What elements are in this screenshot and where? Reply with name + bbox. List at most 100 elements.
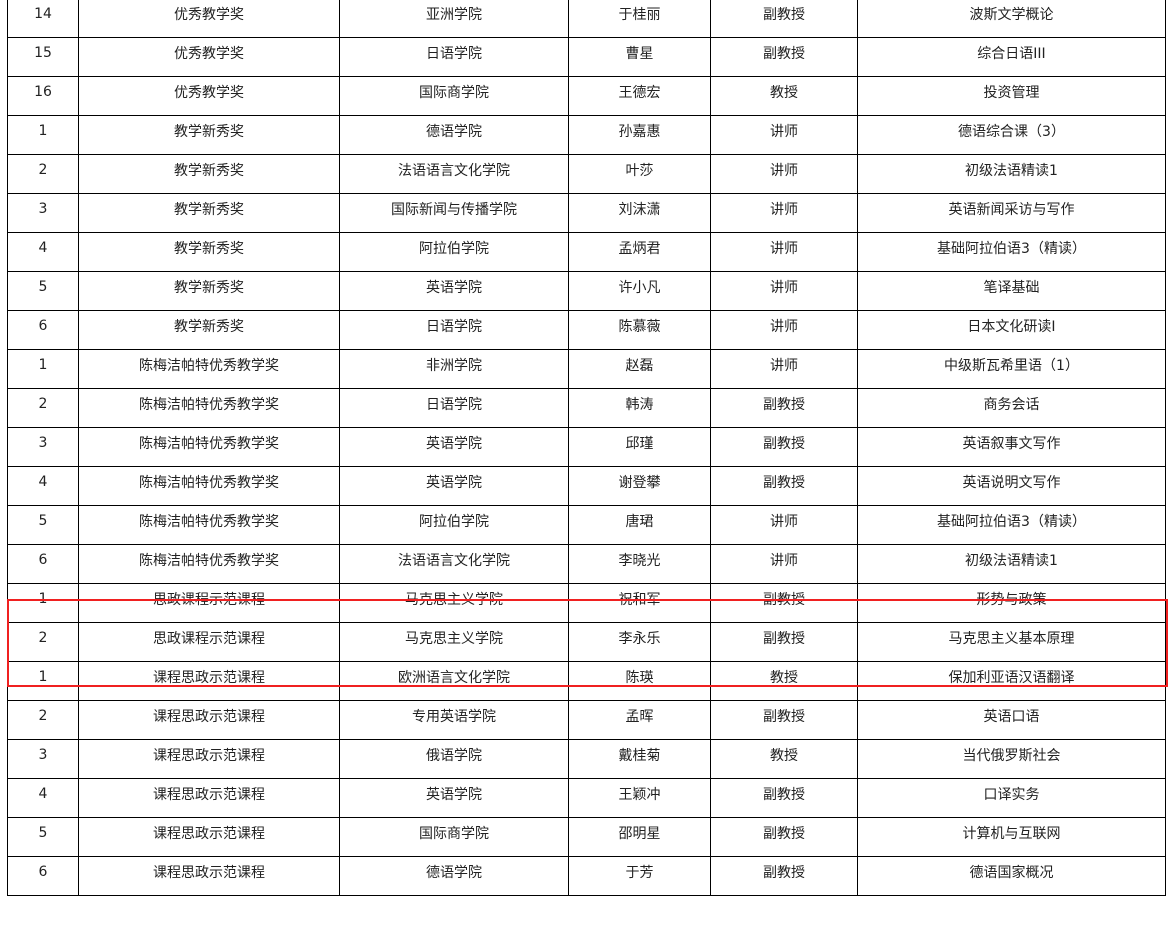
cell-name: 王德宏: [568, 76, 711, 116]
cell-award: 陈梅洁帕特优秀教学奖: [78, 427, 340, 467]
cell-title: 讲师: [710, 349, 858, 389]
table-row: 3 教学新秀奖 国际新闻与传播学院 刘沫潇 讲师 英语新闻采访与写作: [7, 193, 1166, 233]
cell-name: 邵明星: [568, 817, 711, 857]
cell-course: 英语说明文写作: [857, 466, 1166, 506]
table-row: 5 课程思政示范课程 国际商学院 邵明星 副教授 计算机与互联网: [7, 817, 1166, 857]
cell-college: 国际新闻与传播学院: [339, 193, 569, 233]
cell-college: 国际商学院: [339, 817, 569, 857]
cell-name: 邱瑾: [568, 427, 711, 467]
cell-course: 基础阿拉伯语3（精读）: [857, 505, 1166, 545]
cell-course: 波斯文学概论: [857, 0, 1166, 38]
cell-award: 教学新秀奖: [78, 232, 340, 272]
cell-title: 副教授: [710, 0, 858, 38]
cell-award: 课程思政示范课程: [78, 778, 340, 818]
cell-title: 讲师: [710, 271, 858, 311]
cell-college: 英语学院: [339, 778, 569, 818]
cell-college: 德语学院: [339, 115, 569, 155]
cell-title: 副教授: [710, 856, 858, 896]
cell-college: 日语学院: [339, 37, 569, 77]
table-row: 16 优秀教学奖 国际商学院 王德宏 教授 投资管理: [7, 76, 1166, 116]
table-row: 2 思政课程示范课程 马克思主义学院 李永乐 副教授 马克思主义基本原理: [7, 622, 1166, 662]
cell-index: 6: [7, 544, 79, 584]
cell-name: 戴桂菊: [568, 739, 711, 779]
cell-course: 中级斯瓦希里语（1）: [857, 349, 1166, 389]
cell-index: 3: [7, 427, 79, 467]
cell-course: 商务会话: [857, 388, 1166, 428]
table-row: 6 课程思政示范课程 德语学院 于芳 副教授 德语国家概况: [7, 856, 1166, 896]
cell-award: 教学新秀奖: [78, 115, 340, 155]
cell-name: 陈瑛: [568, 661, 711, 701]
cell-college: 德语学院: [339, 856, 569, 896]
cell-name: 孟炳君: [568, 232, 711, 272]
cell-award: 课程思政示范课程: [78, 700, 340, 740]
cell-name: 唐珺: [568, 505, 711, 545]
cell-course: 初级法语精读1: [857, 154, 1166, 194]
cell-title: 副教授: [710, 427, 858, 467]
cell-course: 计算机与互联网: [857, 817, 1166, 857]
cell-index: 4: [7, 232, 79, 272]
cell-index: 16: [7, 76, 79, 116]
table-row: 1 思政课程示范课程 马克思主义学院 祝和军 副教授 形势与政策: [7, 583, 1166, 623]
cell-award: 教学新秀奖: [78, 154, 340, 194]
cell-course: 德语综合课（3）: [857, 115, 1166, 155]
cell-college: 俄语学院: [339, 739, 569, 779]
cell-title: 讲师: [710, 154, 858, 194]
cell-index: 3: [7, 739, 79, 779]
cell-title: 副教授: [710, 778, 858, 818]
table-row: 2 教学新秀奖 法语语言文化学院 叶莎 讲师 初级法语精读1: [7, 154, 1166, 194]
cell-index: 2: [7, 154, 79, 194]
cell-name: 于桂丽: [568, 0, 711, 38]
cell-college: 亚洲学院: [339, 0, 569, 38]
cell-name: 谢登攀: [568, 466, 711, 506]
cell-college: 马克思主义学院: [339, 583, 569, 623]
cell-index: 5: [7, 817, 79, 857]
cell-title: 讲师: [710, 544, 858, 584]
cell-index: 2: [7, 700, 79, 740]
table-row: 4 陈梅洁帕特优秀教学奖 英语学院 谢登攀 副教授 英语说明文写作: [7, 466, 1166, 506]
cell-award: 课程思政示范课程: [78, 856, 340, 896]
cell-award: 课程思政示范课程: [78, 739, 340, 779]
cell-award: 优秀教学奖: [78, 76, 340, 116]
cell-name: 于芳: [568, 856, 711, 896]
cell-title: 教授: [710, 76, 858, 116]
cell-name: 孙嘉惠: [568, 115, 711, 155]
cell-index: 4: [7, 466, 79, 506]
cell-index: 1: [7, 661, 79, 701]
cell-course: 当代俄罗斯社会: [857, 739, 1166, 779]
cell-index: 15: [7, 37, 79, 77]
cell-award: 教学新秀奖: [78, 193, 340, 233]
cell-college: 国际商学院: [339, 76, 569, 116]
cell-name: 赵磊: [568, 349, 711, 389]
cell-title: 副教授: [710, 817, 858, 857]
cell-award: 陈梅洁帕特优秀教学奖: [78, 349, 340, 389]
cell-course: 综合日语III: [857, 37, 1166, 77]
cell-award: 教学新秀奖: [78, 271, 340, 311]
cell-title: 讲师: [710, 232, 858, 272]
table-row: 2 课程思政示范课程 专用英语学院 孟晖 副教授 英语口语: [7, 700, 1166, 740]
cell-name: 王颖冲: [568, 778, 711, 818]
cell-course: 投资管理: [857, 76, 1166, 116]
cell-title: 副教授: [710, 388, 858, 428]
cell-college: 英语学院: [339, 427, 569, 467]
cell-title: 副教授: [710, 466, 858, 506]
table-row: 3 陈梅洁帕特优秀教学奖 英语学院 邱瑾 副教授 英语叙事文写作: [7, 427, 1166, 467]
cell-name: 孟晖: [568, 700, 711, 740]
cell-index: 5: [7, 505, 79, 545]
cell-title: 讲师: [710, 115, 858, 155]
cell-course: 英语口语: [857, 700, 1166, 740]
cell-course: 笔译基础: [857, 271, 1166, 311]
cell-index: 14: [7, 0, 79, 38]
cell-title: 讲师: [710, 310, 858, 350]
cell-college: 欧洲语言文化学院: [339, 661, 569, 701]
cell-college: 马克思主义学院: [339, 622, 569, 662]
cell-course: 初级法语精读1: [857, 544, 1166, 584]
table-row: 14 优秀教学奖 亚洲学院 于桂丽 副教授 波斯文学概论: [7, 0, 1166, 38]
cell-index: 5: [7, 271, 79, 311]
awards-table: 14 优秀教学奖 亚洲学院 于桂丽 副教授 波斯文学概论 15 优秀教学奖 日语学院 曹星 副教授综…: [7, 0, 1166, 896]
table-row: 4 课程思政示范课程 英语学院 王颖冲 副教授 口译实务: [7, 778, 1166, 818]
cell-college: 专用英语学院: [339, 700, 569, 740]
table-row: 1 教学新秀奖 德语学院 孙嘉惠 讲师 德语综合课（3）: [7, 115, 1166, 155]
cell-college: 非洲学院: [339, 349, 569, 389]
cell-college: 日语学院: [339, 310, 569, 350]
cell-college: 日语学院: [339, 388, 569, 428]
